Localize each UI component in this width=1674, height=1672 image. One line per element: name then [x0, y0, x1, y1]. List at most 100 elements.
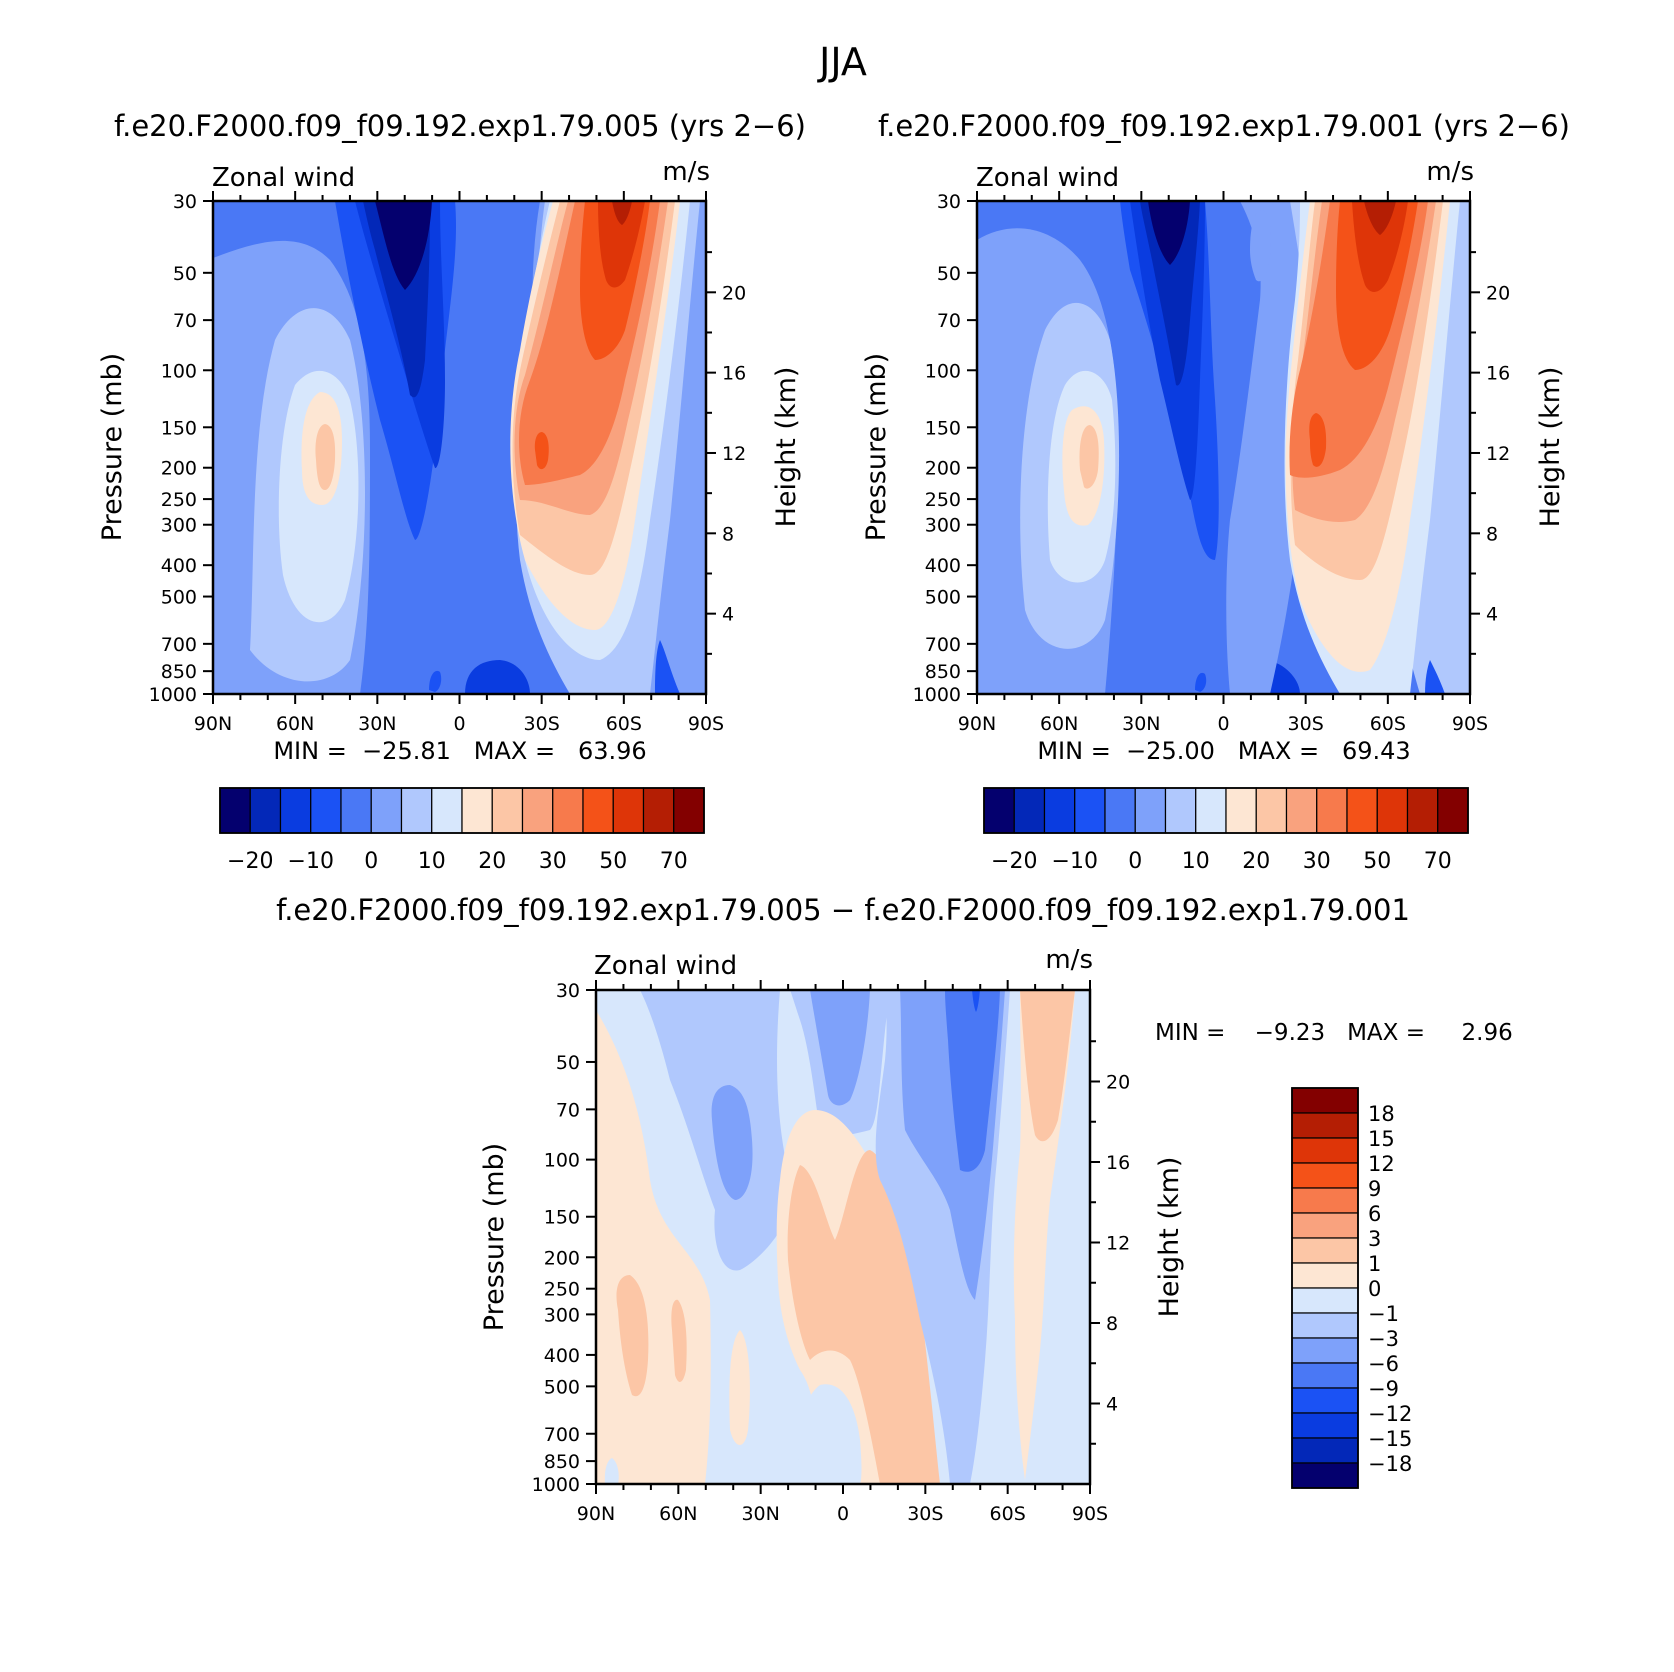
y-right-tick-label: 12 — [1106, 1232, 1130, 1254]
colorbar-label: −20 — [991, 849, 1037, 874]
panel-1-min-max: MIN = −25.81 MAX = 63.96 — [273, 737, 646, 765]
y-tick-label: 70 — [173, 310, 197, 332]
contour-fill — [1364, 201, 1396, 235]
x-tick-label: 30N — [741, 1503, 779, 1525]
colorbar-label: −15 — [1368, 1427, 1412, 1451]
x-tick-label: 30S — [1288, 713, 1324, 735]
colorbar-swatch — [249, 787, 282, 834]
y-tick-label: 850 — [544, 1451, 580, 1473]
colorbar-swatch — [1074, 787, 1106, 834]
colorbar-swatch — [612, 787, 645, 834]
x-tick-label: 60S — [990, 1503, 1026, 1525]
colorbar-swatch — [1043, 787, 1076, 834]
panel-1: f.e20.F2000.f09_f09.192.exp1.79.005 (yrs… — [97, 109, 806, 874]
y-tick-label: 150 — [544, 1207, 580, 1229]
panel-1-colorbar: −20 −10 0 10 20 30 50 70 — [219, 787, 705, 874]
panel-2-case-title: f.e20.F2000.f09_f09.192.exp1.79.001 (yrs… — [878, 109, 1570, 143]
colorbar-label: −10 — [1052, 849, 1098, 874]
x-tick-label: 90S — [1452, 713, 1488, 735]
panel-1-ylabel-right: Height (km) — [771, 367, 802, 528]
y-tick-label: 100 — [544, 1150, 580, 1172]
colorbar-label: 3 — [1368, 1227, 1381, 1251]
colorbar-swatch — [370, 787, 403, 834]
y-tick-label: 1000 — [532, 1474, 580, 1496]
y-tick-label: 30 — [556, 980, 580, 1002]
colorbar-swatch — [1291, 1462, 1359, 1489]
colorbar-label: 20 — [478, 849, 506, 874]
y-tick-label: 500 — [925, 587, 961, 609]
y-tick-label: 200 — [161, 458, 197, 480]
panel-1-right-label: m/s — [662, 157, 710, 187]
x-tick-label: 0 — [1217, 713, 1229, 735]
colorbar-swatch — [1316, 787, 1348, 834]
y-tick-label: 700 — [544, 1424, 580, 1446]
y-tick-label: 50 — [937, 263, 961, 285]
contour-fill — [375, 201, 432, 290]
contour-fill — [729, 1330, 750, 1445]
colorbar-swatch — [1291, 1287, 1359, 1314]
x-tick-label: 60S — [606, 713, 642, 735]
colorbar-label: 15 — [1368, 1127, 1395, 1151]
y-right-tick-label: 20 — [722, 282, 746, 304]
y-tick-label: 700 — [925, 634, 961, 656]
panel-3-left-label: Zonal wind — [594, 951, 737, 981]
colorbar-label: −18 — [1368, 1452, 1412, 1476]
colorbar-label: −9 — [1368, 1377, 1399, 1401]
y-tick-label: 30 — [173, 191, 197, 213]
x-tick-label: 30N — [1122, 713, 1160, 735]
y-tick-label: 500 — [161, 587, 197, 609]
colorbar-swatch — [461, 787, 493, 834]
y-tick-label: 850 — [161, 661, 197, 683]
x-tick-label: 90N — [577, 1503, 615, 1525]
panel-3-min-max: MIN = −9.23 MAX = 2.96 — [1155, 1020, 1513, 1046]
contour-fill — [1309, 413, 1327, 467]
colorbar-swatch — [1291, 1337, 1359, 1364]
contour-fill — [810, 990, 870, 1106]
y-tick-label: 300 — [925, 515, 961, 537]
colorbar-swatch — [1104, 787, 1136, 834]
colorbar-swatch — [219, 787, 251, 834]
contour-fill — [1055, 1410, 1090, 1484]
main-title: JJA — [817, 40, 867, 84]
y-tick-label: 250 — [544, 1279, 580, 1301]
colorbar-swatch — [279, 787, 312, 834]
y-tick-label: 50 — [173, 263, 197, 285]
panel-2-ylabel-right: Height (km) — [1535, 367, 1566, 528]
colorbar-label: 50 — [599, 849, 627, 874]
colorbar-label: −12 — [1368, 1402, 1412, 1426]
colorbar-label: 9 — [1368, 1177, 1381, 1201]
colorbar-swatch — [1225, 787, 1257, 834]
colorbar-label: −1 — [1368, 1302, 1399, 1326]
contour-fill — [671, 1299, 687, 1382]
colorbar-swatch — [340, 787, 372, 834]
colorbar-label: 12 — [1368, 1152, 1395, 1176]
x-tick-label: 0 — [453, 713, 465, 735]
colorbar-swatch — [1346, 787, 1378, 834]
y-right-tick-label: 16 — [1106, 1152, 1130, 1174]
contour-fill — [655, 640, 680, 694]
panel-3-ylabel: Pressure (mb) — [479, 1143, 510, 1331]
y-right-tick-label: 16 — [1486, 363, 1510, 385]
colorbar-label: 1 — [1368, 1252, 1381, 1276]
contour-fill — [612, 201, 632, 225]
colorbar-label: 70 — [1424, 849, 1452, 874]
colorbar-swatch — [1291, 1187, 1359, 1214]
contour-fill — [604, 1458, 619, 1484]
panel-1-case-title: f.e20.F2000.f09_f09.192.exp1.79.005 (yrs… — [114, 109, 806, 143]
x-tick-label: 30S — [524, 713, 560, 735]
contour-fill — [1013, 990, 1075, 1480]
colorbar-swatch — [1255, 787, 1288, 834]
panel-3-axes: 305070100150200250300400500700850100090N… — [532, 980, 1130, 1525]
x-tick-label: 30N — [358, 713, 396, 735]
contour-fill — [315, 424, 336, 490]
panel-2-axes: 305070100150200250300400500700850100090N… — [913, 191, 1510, 735]
colorbar-label: 50 — [1363, 849, 1391, 874]
colorbar-swatch — [1134, 787, 1167, 834]
colorbar-swatch — [1291, 1412, 1359, 1439]
contour-fill — [1020, 990, 1075, 1142]
colorbar-swatch — [1291, 1087, 1359, 1114]
y-tick-label: 70 — [937, 310, 961, 332]
panel-1-plot — [213, 201, 706, 694]
y-right-tick-label: 4 — [1486, 604, 1498, 626]
